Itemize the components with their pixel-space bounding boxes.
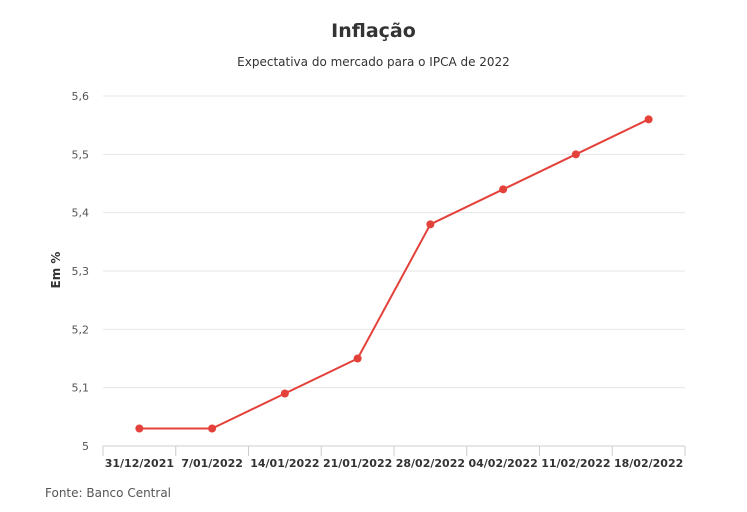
source-note: Fonte: Banco Central	[45, 486, 172, 500]
y-tick-label: 5,4	[72, 207, 90, 220]
data-point[interactable]	[208, 424, 217, 433]
x-tick-label: 14/01/2022	[250, 457, 319, 470]
x-tick-label: 28/02/2022	[396, 457, 465, 470]
y-tick-label: 5,3	[72, 265, 90, 278]
x-tick-label: 11/02/2022	[541, 457, 610, 470]
data-point[interactable]	[353, 354, 362, 363]
data-point[interactable]	[644, 115, 653, 124]
x-tick-label: 31/12/2021	[105, 457, 174, 470]
data-point[interactable]	[280, 389, 289, 398]
y-tick-label: 5	[82, 440, 89, 453]
chart-title: Inflação	[331, 20, 416, 42]
x-axis: 31/12/2021 7/01/2022 14/01/2022 21/01/2022 2…	[102, 445, 686, 470]
y-tick-label: 5,2	[72, 323, 90, 336]
x-tick-label: 21/01/2022	[323, 457, 392, 470]
y-tick-label: 5,5	[72, 148, 90, 161]
y-tick-label: 5,6	[72, 90, 90, 103]
x-tick-label: 18/02/2022	[614, 457, 683, 470]
y-axis-label: Em %	[49, 252, 63, 289]
series-line	[139, 118, 650, 430]
gridlines	[103, 95, 685, 389]
series-path	[139, 118, 650, 430]
chart-subtitle: Expectativa do mercado para o IPCA de 20…	[237, 55, 510, 69]
y-axis-ticks: 5 5,1 5,2 5,3 5,4 5,5 5,6	[72, 90, 90, 453]
data-points	[135, 115, 653, 433]
y-tick-label: 5,1	[72, 382, 90, 395]
data-point[interactable]	[571, 150, 580, 159]
data-point[interactable]	[135, 424, 144, 433]
data-point[interactable]	[499, 185, 508, 194]
x-tick-label: 7/01/2022	[181, 457, 243, 470]
data-point[interactable]	[426, 220, 435, 229]
x-tick-label: 04/02/2022	[468, 457, 537, 470]
